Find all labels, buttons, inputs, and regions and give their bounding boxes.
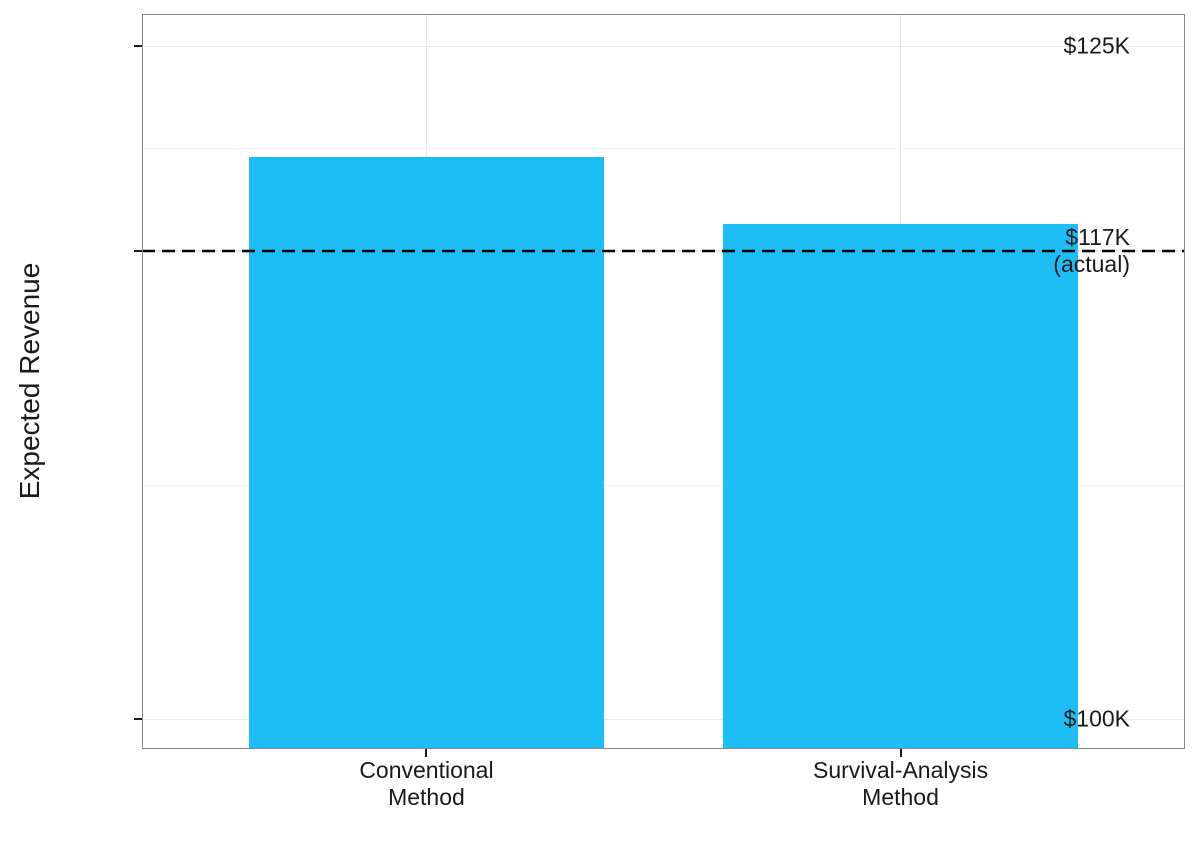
y-axis-tick-mark: [134, 45, 142, 48]
major-gridline: [142, 718, 1185, 721]
y-tick-label-125k: $125K: [1063, 33, 1130, 60]
x-tick-label-conventional: Conventional Method: [359, 757, 493, 811]
y-tick-label-100k: $100K: [1063, 706, 1130, 733]
minor-gridline: [142, 148, 1185, 150]
x-tick-text-line2: Method: [862, 784, 939, 810]
actual-revenue-dashed-line: [142, 249, 1185, 253]
y-axis-tick-mark: [134, 718, 142, 721]
plot-panel: [142, 14, 1185, 749]
y-tick-label-117k-actual: $117K (actual): [1053, 224, 1130, 278]
y-tick-text-line2: (actual): [1053, 250, 1130, 277]
x-tick-label-survival-analysis: Survival-Analysis Method: [813, 757, 988, 811]
x-tick-text: Conventional: [359, 757, 494, 783]
x-tick-text-line2: Method: [388, 784, 465, 810]
x-axis-tick-mark: [899, 749, 902, 757]
minor-gridline: [142, 484, 1185, 486]
y-tick-text: $100K: [1063, 705, 1130, 732]
x-axis-tick-mark: [425, 749, 428, 757]
bar-conventional-method: [248, 156, 605, 749]
x-tick-text: Survival-Analysis: [812, 757, 989, 783]
y-axis-tick-mark: [134, 249, 142, 252]
major-gridline: [142, 45, 1185, 47]
bar-survival-analysis-method: [722, 224, 1079, 749]
y-tick-text: $117K: [1065, 223, 1130, 250]
y-axis-title: Expected Revenue: [14, 262, 45, 500]
y-tick-text: $125K: [1063, 32, 1130, 59]
